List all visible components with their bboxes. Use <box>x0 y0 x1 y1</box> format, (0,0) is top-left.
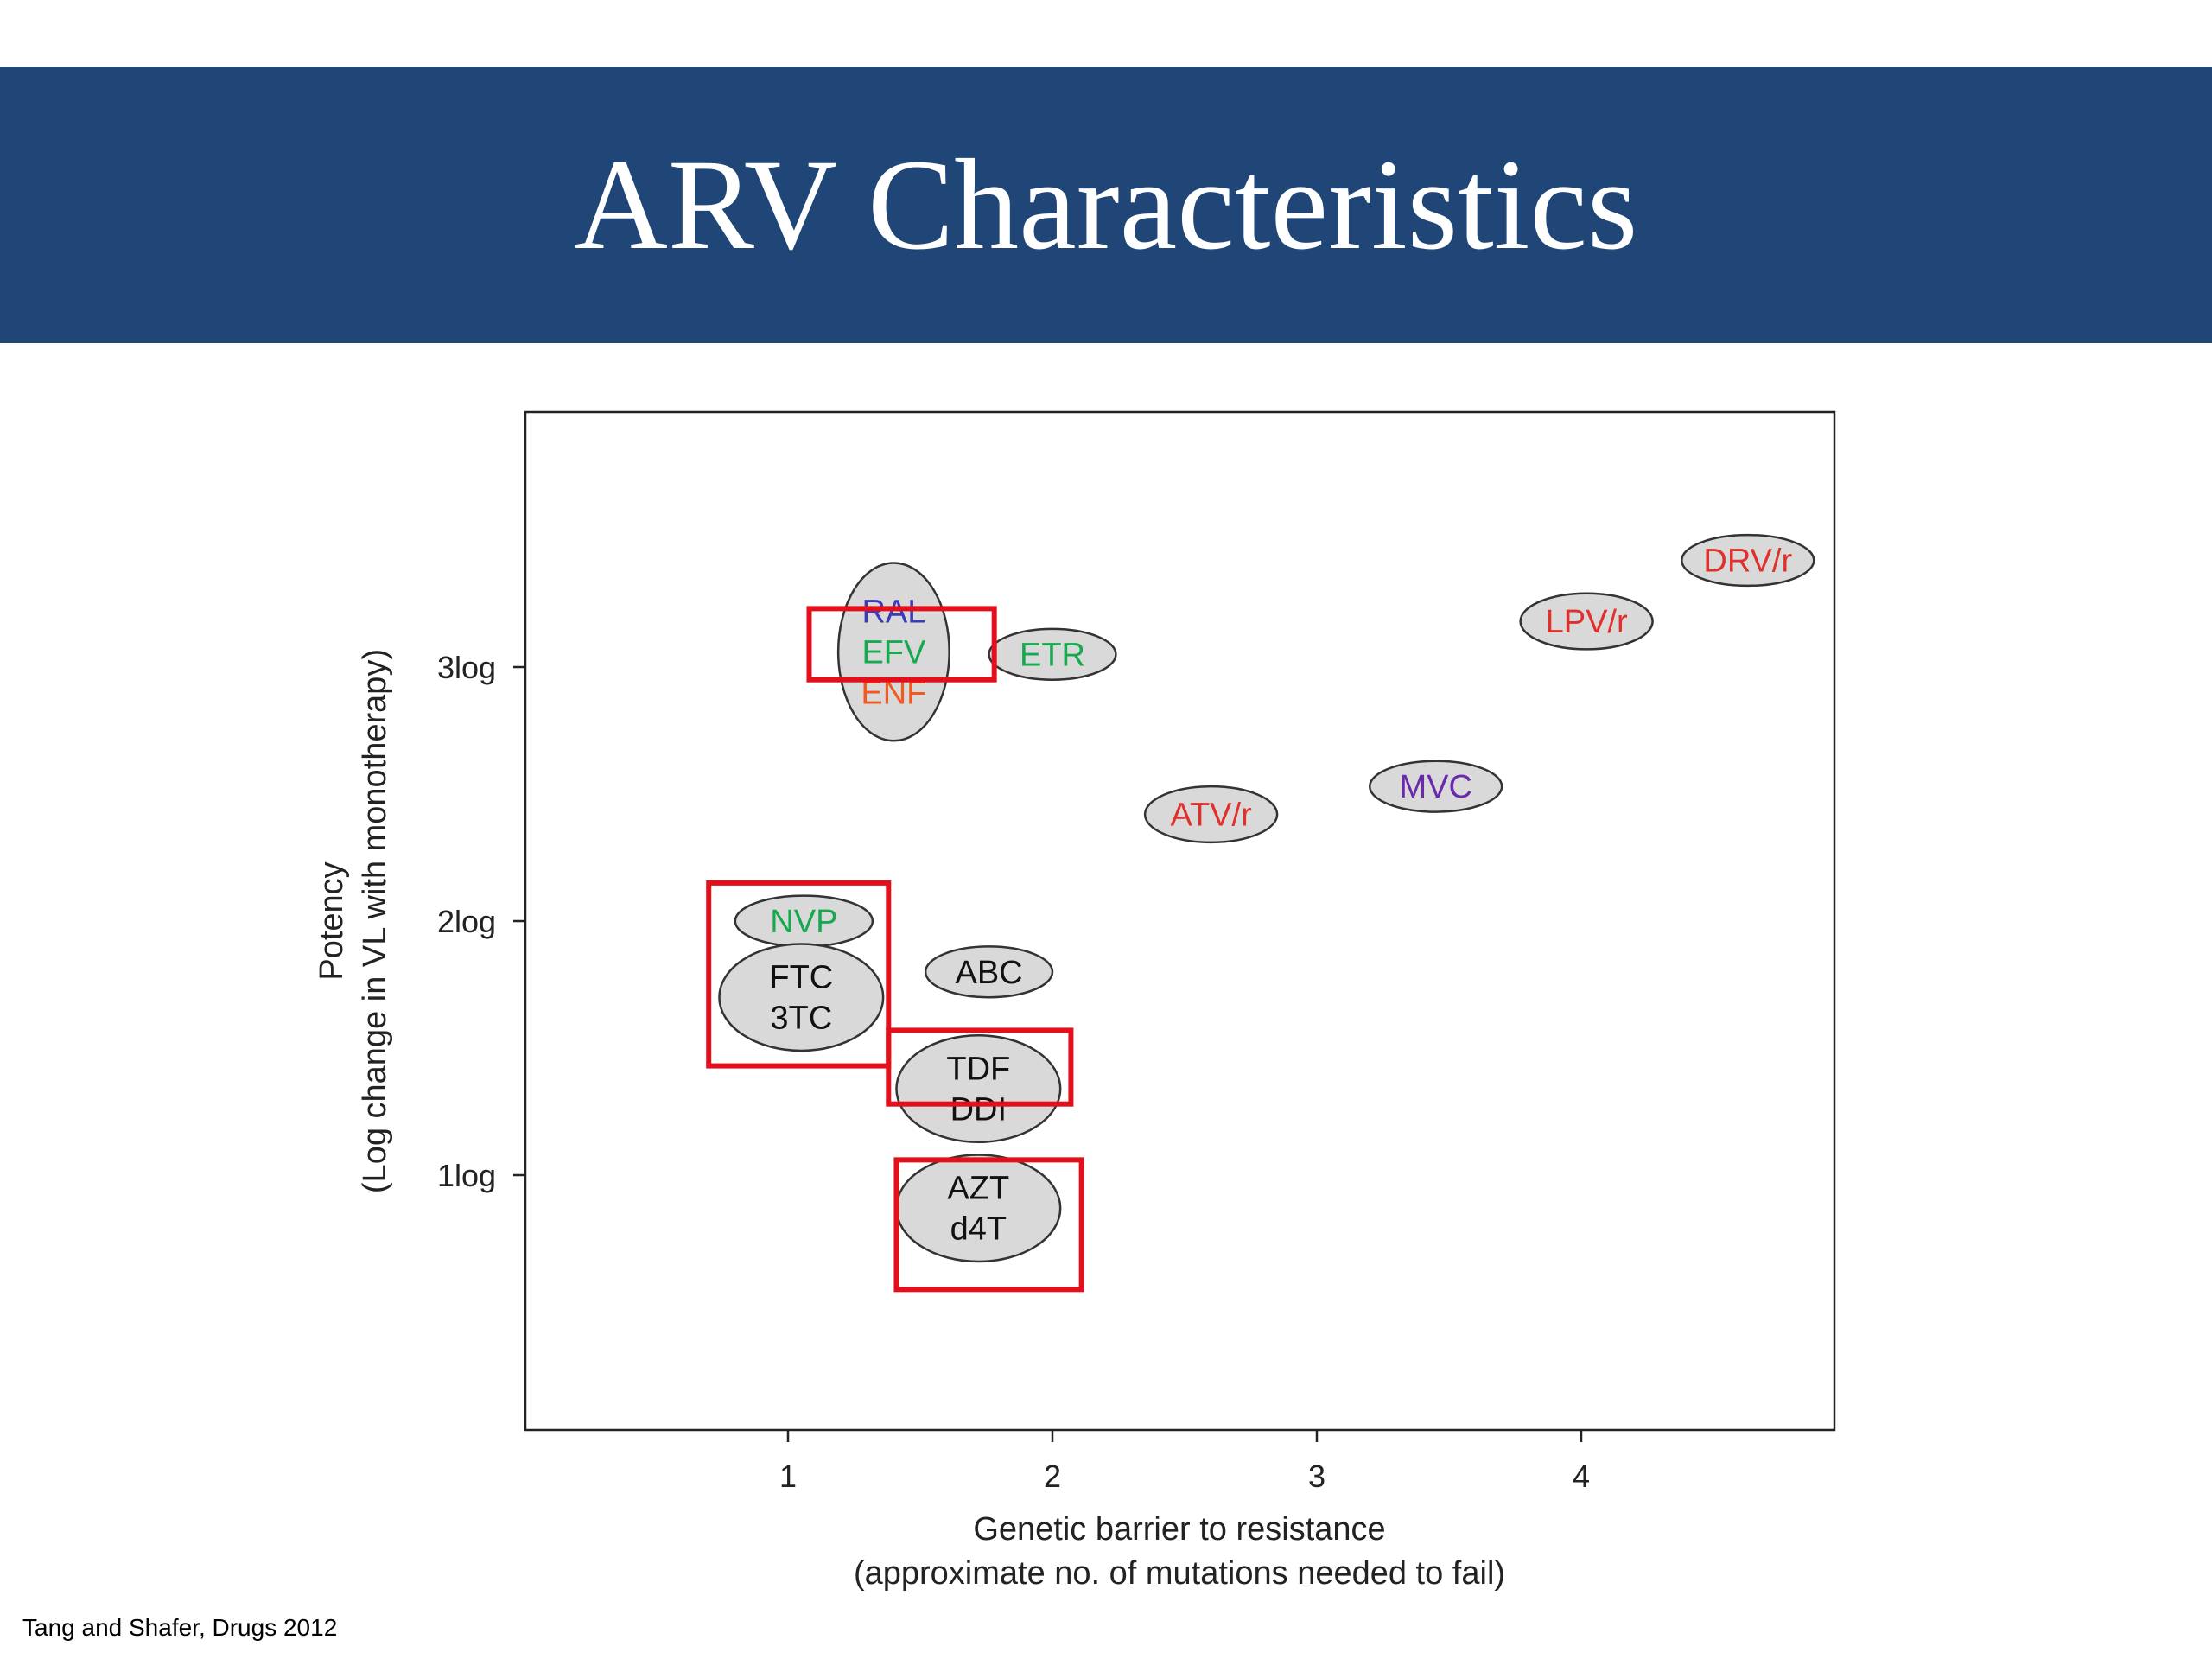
y-axis-label-line-1: Potency <box>314 861 350 980</box>
bubble-label: ATV/r <box>1170 798 1252 834</box>
bubble-abc: ABC <box>924 945 1054 999</box>
bubble-ellipse <box>895 1034 1062 1144</box>
x-tick-label: 3 <box>1308 1459 1325 1494</box>
highlight-box <box>806 606 997 683</box>
y-tick-label: 2log <box>437 904 496 939</box>
bubble-label: ETR <box>1020 637 1085 673</box>
y-axis-label-line-2: (Log change in VL with monotherapy) <box>357 649 393 1193</box>
bubble-label: d4T <box>950 1211 1007 1248</box>
x-tick-label: 2 <box>1044 1459 1061 1494</box>
bubble-ellipse <box>1681 533 1815 588</box>
bubble-ftc-3tc: FTC 3TC <box>718 943 885 1052</box>
bubble-label: RAL <box>861 594 925 630</box>
bubble-ellipse <box>1519 592 1654 651</box>
x-axis-label-line-1: Genetic barrier to resistance <box>973 1511 1385 1548</box>
x-tick-label: 4 <box>1573 1459 1590 1494</box>
drug-bubbles: RALEFVENFETRDRV/rLPV/rMVCATV/rNVPABCFTC3… <box>718 533 1815 1263</box>
citation: Tang and Shafer, Drugs 2012 <box>22 1614 338 1641</box>
bubble-ellipse <box>1143 785 1279 844</box>
bubble-label: AZT <box>947 1171 1009 1207</box>
bubble-ellipse <box>988 627 1117 681</box>
highlight-box <box>893 1157 1084 1293</box>
highlight-box <box>886 1027 1074 1107</box>
x-axis-ticks: 1 2 3 4 <box>779 1430 1590 1494</box>
title-banner: ARV Characteristics <box>0 67 2212 343</box>
x-axis-label-line-2: (approximate no. of mutations needed to … <box>854 1555 1505 1592</box>
bubble-lpv-r: LPV/r <box>1519 592 1654 651</box>
bubble-label: 3TC <box>770 1001 832 1037</box>
slide-title: ARV Characteristics <box>574 133 1638 276</box>
bubble-label: DRV/r <box>1703 543 1792 580</box>
bubble-label: EFV <box>861 634 926 671</box>
bubble-ellipse <box>1368 760 1503 813</box>
bubble-azt-d4t: AZT d4T <box>895 1154 1062 1263</box>
bubble-label: ABC <box>955 955 1022 991</box>
bubble-label: TDF <box>946 1052 1010 1088</box>
highlight-box <box>706 880 892 1069</box>
y-tick-label: 3log <box>437 650 496 685</box>
bubble-label: MVC <box>1399 769 1471 805</box>
bubble-tdf-ddi: TDF DDI <box>895 1034 1062 1144</box>
bubble-ellipse <box>718 943 885 1052</box>
y-axis-ticks: 1log 2log 3log <box>437 650 525 1193</box>
bubble-label: LPV/r <box>1546 604 1628 640</box>
y-tick-label: 1log <box>437 1158 496 1193</box>
plot-frame <box>524 410 1836 1432</box>
bubble-label: FTC <box>769 960 833 996</box>
bubble-etr: ETR <box>988 627 1117 681</box>
bubble-ellipse <box>924 945 1054 999</box>
bubble-label: NVP <box>770 904 837 940</box>
bubble-nvp: NVP <box>734 894 874 948</box>
bubble-label: DDI <box>950 1092 1007 1128</box>
highlight-boxes <box>706 606 1084 1293</box>
bubble-atv-r: ATV/r <box>1143 785 1279 844</box>
bubble-mvc: MVC <box>1368 760 1503 813</box>
x-tick-label: 1 <box>779 1459 797 1494</box>
bubble-drv-r: DRV/r <box>1681 533 1815 588</box>
